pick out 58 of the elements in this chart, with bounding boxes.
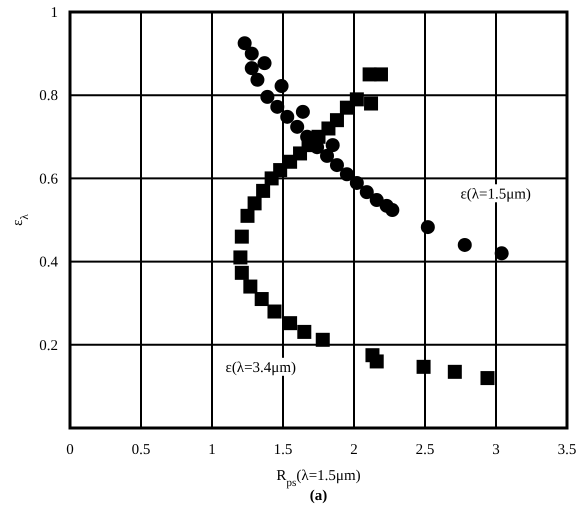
point [416,360,431,374]
point [320,148,334,163]
point [362,67,377,82]
x-tick-label: 2.5 [416,442,434,458]
point [458,238,472,252]
point [448,364,462,379]
point [316,332,330,347]
point [256,184,270,198]
y-tick-label: 1 [50,5,58,21]
x-tick-label: 1 [208,442,216,458]
point [243,280,258,294]
point [258,56,272,70]
point [244,46,259,61]
point [274,79,289,94]
x-tick-label: 2 [350,442,358,458]
point [385,203,400,218]
point [280,110,294,124]
x-tick-label: 1.5 [274,442,292,458]
point [290,120,304,134]
point [264,171,279,186]
point [494,246,509,260]
point [244,61,259,76]
point [248,196,262,210]
series-label: ε(λ=3.4μm) [226,360,296,376]
x-tick-label: 0 [66,442,74,458]
point [340,100,354,115]
point [296,104,310,119]
point [240,208,254,223]
point [370,193,384,208]
text: ε(λ=1.5μm) [460,186,531,202]
point [364,96,378,111]
point [238,36,252,50]
point [260,90,274,104]
y-tick-label: 0.4 [39,254,58,271]
y-tick-label: 0.2 [39,338,58,354]
point [270,100,284,114]
x-tick-label: 0.5 [132,442,150,458]
text: (a) [310,488,328,504]
point [254,292,269,306]
point [283,316,298,330]
point [297,324,312,339]
point [234,266,249,280]
x-tick-label: 3.5 [558,442,576,458]
y-tick-label: 0.6 [39,171,58,188]
y-tick-label: 0.8 [39,88,58,104]
point [420,220,435,234]
point [340,167,354,182]
point [360,185,374,200]
point [233,250,248,264]
point [267,304,282,319]
point [234,230,249,244]
point [326,138,340,152]
point [350,176,364,190]
x-axis-title: R$_{ps}$(λ=1.5μm) [276,468,361,489]
point [250,72,264,87]
point [480,371,494,386]
x-tick-label: 3 [492,442,500,458]
point [330,158,344,172]
